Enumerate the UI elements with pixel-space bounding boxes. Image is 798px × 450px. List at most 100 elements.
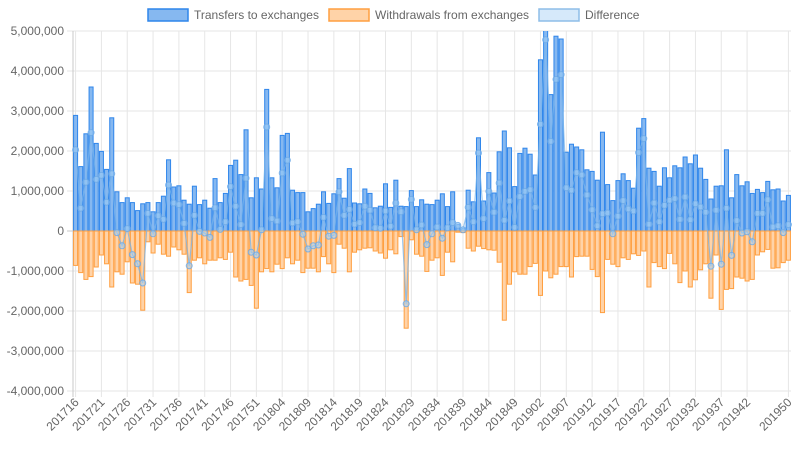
bar-transfers: [98, 150, 104, 232]
bar-transfers: [429, 204, 435, 232]
difference-point: [485, 187, 493, 195]
difference-point: [402, 300, 410, 308]
difference-point: [717, 260, 725, 268]
bar-withdrawals: [661, 230, 667, 270]
bar-withdrawals: [537, 230, 543, 296]
bar-withdrawals: [646, 230, 652, 288]
bar-withdrawals: [770, 230, 776, 269]
bar-withdrawals: [754, 230, 760, 256]
difference-point: [609, 230, 617, 238]
difference-point: [387, 222, 395, 230]
legend-item-transfers[interactable]: Transfers to exchanges: [147, 8, 319, 22]
difference-point: [92, 175, 100, 183]
difference-point: [247, 248, 255, 256]
bar-withdrawals: [403, 230, 409, 329]
difference-point: [779, 229, 787, 237]
bar-withdrawals: [698, 230, 704, 271]
difference-point: [547, 137, 555, 145]
bar-withdrawals: [734, 230, 740, 278]
bar-withdrawals: [140, 230, 146, 311]
bar-withdrawals: [398, 230, 404, 238]
difference-point: [180, 219, 188, 227]
difference-point: [500, 216, 508, 224]
bar-transfers: [589, 170, 595, 232]
bar-transfers: [744, 181, 750, 232]
bar-withdrawals: [506, 230, 512, 285]
bar-withdrawals: [486, 230, 492, 251]
bar-withdrawals: [599, 230, 605, 314]
bar-withdrawals: [73, 230, 79, 266]
bar-withdrawals: [346, 230, 352, 273]
bar-withdrawals: [558, 230, 564, 268]
bar-withdrawals: [104, 230, 110, 265]
difference-point: [681, 193, 689, 201]
bar-withdrawals: [522, 230, 528, 275]
bar-withdrawals: [135, 230, 141, 285]
difference-point: [72, 146, 80, 154]
bar-withdrawals: [775, 230, 781, 269]
bar-transfers: [300, 192, 306, 232]
difference-point: [175, 201, 183, 209]
bar-withdrawals: [321, 230, 327, 258]
difference-point: [428, 230, 436, 238]
bar-withdrawals: [424, 230, 430, 272]
bar-transfers: [93, 142, 99, 232]
bar-withdrawals: [393, 230, 399, 255]
bar-withdrawals: [625, 230, 631, 260]
bar-transfers: [424, 203, 430, 232]
bar-withdrawals: [636, 230, 642, 256]
bar-withdrawals: [290, 230, 296, 265]
y-tick-label: 1,000,000: [11, 184, 65, 198]
difference-point: [413, 226, 421, 234]
bar-withdrawals: [641, 230, 647, 252]
bar-transfers: [305, 211, 311, 232]
bar-withdrawals: [119, 230, 125, 275]
difference-point: [320, 213, 328, 221]
y-tick-label: 5,000,000: [11, 24, 65, 38]
bar-transfers: [403, 206, 409, 232]
legend-item-withdrawals[interactable]: Withdrawals from exchanges: [328, 8, 529, 22]
bar-withdrawals: [481, 230, 487, 250]
difference-point: [536, 120, 544, 128]
difference-point: [614, 212, 622, 220]
bar-withdrawals: [527, 230, 533, 268]
bar-transfers: [636, 127, 642, 232]
difference-point: [759, 209, 767, 217]
difference-point: [474, 149, 482, 157]
difference-point: [139, 279, 147, 287]
difference-point: [438, 234, 446, 242]
bar-withdrawals: [584, 230, 590, 257]
bar-withdrawals: [310, 230, 316, 269]
bar-transfers: [140, 203, 146, 232]
bars: [73, 31, 791, 329]
difference-point: [542, 36, 550, 44]
difference-point: [531, 203, 539, 211]
difference-point: [108, 170, 116, 178]
bar-withdrawals: [501, 230, 507, 321]
bar-transfers: [615, 180, 621, 232]
bar-withdrawals: [155, 230, 161, 245]
bar-withdrawals: [191, 230, 197, 261]
bar-withdrawals: [475, 230, 482, 247]
bar-withdrawals: [594, 230, 600, 278]
y-tick-label: -4,000,000: [7, 384, 65, 398]
difference-point: [283, 156, 291, 164]
bar-withdrawals: [512, 230, 518, 273]
difference-point: [748, 238, 756, 246]
difference-point: [516, 193, 524, 201]
bar-withdrawals: [785, 230, 791, 261]
difference-point: [165, 181, 173, 189]
difference-point: [87, 129, 95, 137]
bar-withdrawals: [109, 230, 115, 288]
legend-label-transfers: Transfers to exchanges: [194, 8, 319, 22]
difference-point: [252, 251, 260, 259]
bar-withdrawals: [729, 230, 735, 290]
bar-withdrawals: [553, 230, 559, 275]
difference-point: [743, 228, 751, 236]
bar-transfers: [310, 208, 316, 232]
difference-point: [583, 191, 591, 199]
bar-transfers: [233, 159, 239, 232]
legend-item-difference[interactable]: Difference: [538, 8, 640, 22]
bar-transfers: [574, 146, 580, 232]
